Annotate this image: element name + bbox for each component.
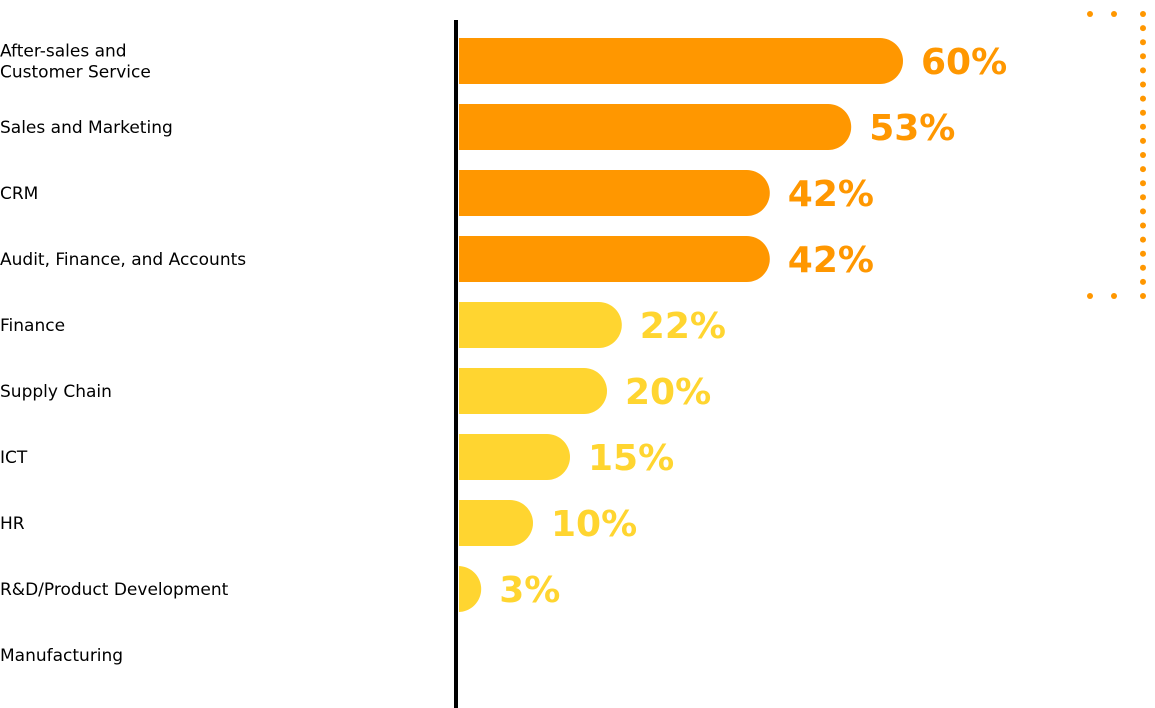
decorative-dot <box>1140 81 1146 88</box>
decorative-dot <box>1140 39 1146 46</box>
bar <box>458 566 482 612</box>
bar <box>459 236 770 282</box>
decorative-dot <box>1140 250 1146 257</box>
category-label: After-sales and Customer Service <box>0 42 151 83</box>
category-label-line: Sales and Marketing <box>0 118 173 138</box>
category-label-line: Finance <box>0 316 65 336</box>
category-label: Manufacturing <box>0 646 123 666</box>
decorative-dot <box>1140 152 1146 158</box>
value-label: 3% <box>499 570 560 611</box>
category-label-line: Audit, Finance, and Accounts <box>0 250 246 270</box>
category-label: Supply Chain <box>0 382 112 402</box>
decorative-dot <box>1140 222 1146 229</box>
bar <box>459 170 770 216</box>
decorative-dot <box>1140 137 1146 144</box>
value-label: 20% <box>625 372 711 413</box>
decorative-dot <box>1087 11 1093 17</box>
bar <box>459 38 903 84</box>
decorative-dot <box>1140 95 1146 102</box>
category-label: Finance <box>0 316 65 336</box>
value-label: 60% <box>921 42 1007 83</box>
category-label-line: Supply Chain <box>0 382 112 402</box>
category-label: Sales and Marketing <box>0 118 173 138</box>
decorative-dot <box>1140 67 1146 74</box>
decorative-dot <box>1140 293 1146 299</box>
decorative-dot <box>1140 123 1146 130</box>
decorative-dot <box>1140 53 1146 60</box>
decorative-dot <box>1140 180 1146 187</box>
category-label-line: Manufacturing <box>0 646 123 666</box>
bar <box>459 368 607 414</box>
decorative-dot <box>1111 293 1117 299</box>
value-label: 42% <box>788 240 874 281</box>
category-label-line: ICT <box>0 448 28 468</box>
decorative-dot <box>1140 166 1146 173</box>
category-label: HR <box>0 514 25 534</box>
decorative-dot <box>1087 293 1093 299</box>
bar <box>459 302 622 348</box>
category-label: R&D/Product Development <box>0 580 229 600</box>
decorative-dot <box>1140 194 1146 201</box>
category-label-line: After-sales and <box>0 42 127 62</box>
value-label: 22% <box>640 306 726 347</box>
category-label-line: CRM <box>0 184 38 204</box>
category-label-line: Customer Service <box>0 63 151 83</box>
category-label-line: R&D/Product Development <box>0 580 229 600</box>
bar <box>459 104 852 150</box>
decorative-dot <box>1140 236 1146 243</box>
decorative-dot <box>1140 208 1146 215</box>
bar <box>459 500 533 546</box>
decorative-dot <box>1140 25 1146 32</box>
value-label: 53% <box>869 108 955 149</box>
category-label-line: HR <box>0 514 25 534</box>
decorative-dot <box>1140 109 1146 116</box>
category-label: CRM <box>0 184 38 204</box>
decorative-dot <box>1140 278 1146 285</box>
category-label: Audit, Finance, and Accounts <box>0 250 246 270</box>
decorative-dot <box>1111 11 1117 17</box>
decorative-dot <box>1140 264 1146 271</box>
value-label: 10% <box>551 504 637 545</box>
value-label: 15% <box>588 438 674 479</box>
bar <box>459 434 570 480</box>
value-label: 42% <box>788 174 874 215</box>
category-label: ICT <box>0 448 28 468</box>
decorative-dot <box>1140 11 1146 17</box>
